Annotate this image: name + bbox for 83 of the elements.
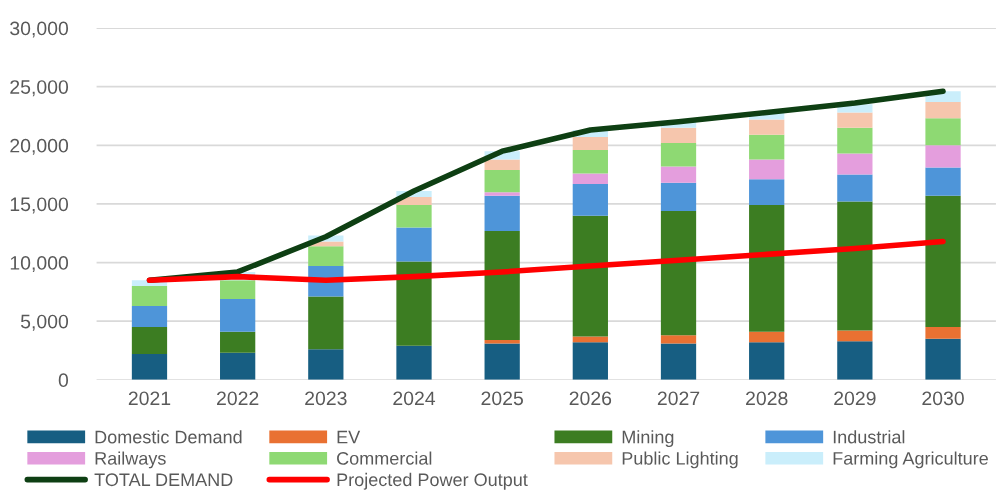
- x-tick-label: 2028: [746, 391, 788, 406]
- bar: [925, 338, 961, 380]
- bar: [749, 205, 785, 332]
- bar: [396, 227, 432, 262]
- y-tick-label: 5,000: [20, 314, 69, 331]
- y-tick-label: 25,000: [10, 80, 69, 97]
- bar: [484, 343, 520, 380]
- y-tick-label: 15,000: [10, 197, 69, 214]
- bar: [749, 342, 785, 380]
- x-tick-label: 2029: [834, 391, 876, 406]
- bar: [660, 142, 697, 167]
- bar: [572, 342, 608, 380]
- bar: [925, 195, 961, 328]
- bar: [837, 127, 873, 154]
- bar: [572, 149, 608, 174]
- bar: [749, 159, 785, 180]
- x-tick-label: 2022: [217, 391, 259, 406]
- legend-label: TOTAL DEMAND: [94, 473, 233, 487]
- bar: [925, 145, 961, 168]
- legend-label: Farming Agriculture: [833, 451, 988, 469]
- bar: [749, 134, 785, 160]
- bar: [660, 166, 697, 183]
- bar: [837, 112, 873, 128]
- bar: [572, 215, 608, 337]
- x-tick-label: 2025: [481, 391, 523, 406]
- bar: [484, 159, 520, 170]
- legend-label: Public Lighting: [622, 451, 738, 469]
- bar: [660, 335, 697, 344]
- x-tick-label: 2027: [657, 391, 700, 406]
- y-tick-label: 10,000: [10, 256, 69, 273]
- x-tick-label: 2021: [128, 391, 171, 406]
- bar: [837, 330, 873, 342]
- bar: [131, 354, 168, 380]
- bar: [484, 195, 520, 231]
- bar: [220, 352, 256, 380]
- bar: [308, 296, 344, 350]
- bar: [749, 119, 785, 135]
- bar: [837, 201, 873, 331]
- legend-label: Railways: [95, 451, 166, 469]
- bar: [220, 331, 256, 353]
- bar: [308, 349, 344, 380]
- bar: [484, 192, 520, 196]
- legend-label: Mining: [622, 430, 674, 448]
- bar: [572, 137, 608, 150]
- bar: [572, 173, 608, 184]
- bar: [220, 280, 256, 299]
- legend-label: Industrial: [833, 430, 905, 444]
- legend-label: Projected Power Output: [337, 472, 528, 490]
- y-tick-label: 30,000: [10, 21, 69, 38]
- legend-label: Commercial: [337, 451, 432, 465]
- legend-label: Domestic Demand: [95, 430, 242, 444]
- bar: [837, 153, 873, 175]
- bar: [925, 327, 961, 339]
- bar: [837, 174, 873, 202]
- bar: [572, 184, 608, 216]
- bar: [396, 205, 432, 228]
- bar: [660, 343, 697, 380]
- bar: [925, 118, 961, 146]
- bar: [660, 210, 697, 336]
- bar: [131, 305, 168, 328]
- bar: [925, 101, 961, 119]
- bar: [837, 341, 873, 380]
- bar: [131, 327, 168, 355]
- x-tick-label: 2023: [305, 391, 347, 406]
- bar: [749, 179, 785, 206]
- bar: [749, 331, 785, 343]
- x-tick-label: 2026: [569, 391, 612, 406]
- bar: [572, 336, 608, 343]
- bar: [484, 169, 520, 193]
- bar: [396, 261, 432, 346]
- y-tick-label: 20,000: [10, 138, 69, 155]
- bar: [396, 345, 432, 380]
- legend-label: EV: [337, 430, 361, 444]
- x-tick-label: 2030: [922, 391, 964, 406]
- bar: [220, 298, 256, 332]
- bar: [131, 286, 168, 306]
- bar: [308, 246, 344, 267]
- x-tick-label: 2024: [393, 391, 436, 406]
- bar: [660, 127, 697, 143]
- bar: [925, 167, 961, 196]
- bar: [484, 230, 520, 340]
- bar: [660, 182, 697, 211]
- y-tick-label: 0: [58, 373, 69, 388]
